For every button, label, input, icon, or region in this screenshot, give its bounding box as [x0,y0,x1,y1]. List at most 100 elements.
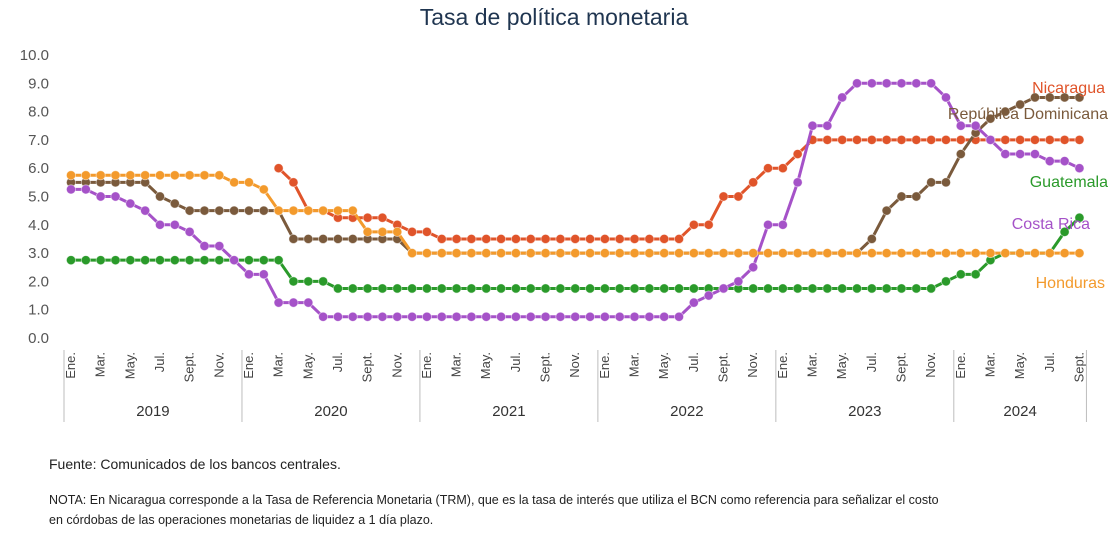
data-point [777,248,788,259]
data-point [421,248,432,259]
data-point [318,311,329,322]
data-point [822,134,833,145]
data-point [1015,248,1026,259]
data-point [763,163,774,174]
series-costa-rica [66,78,1085,322]
data-point [318,205,329,216]
data-point [110,255,121,266]
data-point [95,255,106,266]
data-point [585,248,596,259]
data-point [1044,156,1055,167]
data-point [199,205,210,216]
data-point [169,219,180,230]
series-label: Nicaragua [1032,80,1105,97]
data-point [110,191,121,202]
data-point [763,283,774,294]
data-point [881,134,892,145]
data-point [644,311,655,322]
data-point [421,226,432,237]
data-point [644,283,655,294]
data-point [243,255,254,266]
data-point [733,276,744,287]
data-point [585,233,596,244]
x-tick-label: Ene. [953,352,968,379]
data-point [1000,149,1011,160]
data-point [1074,248,1085,259]
data-point [154,191,165,202]
data-point [940,92,951,103]
data-point [496,233,507,244]
data-point [510,248,521,259]
data-point [451,248,462,259]
data-point [599,248,610,259]
data-point [703,290,714,301]
data-point [466,248,477,259]
x-tick-label: Sept. [182,352,197,382]
data-point [881,78,892,89]
data-point [496,311,507,322]
data-point [703,248,714,259]
data-point [718,283,729,294]
data-point [1059,92,1070,103]
x-tick-label: Ene. [241,352,256,379]
data-point [303,205,314,216]
data-point [169,255,180,266]
data-point [436,283,447,294]
x-tick-label: May. [300,352,315,379]
data-point [332,311,343,322]
data-point [377,212,388,223]
data-point [896,134,907,145]
x-tick-label: Nov. [389,352,404,378]
data-point [451,311,462,322]
data-point [555,283,566,294]
data-point [436,248,447,259]
y-tick-label: 3.0 [28,245,49,262]
x-tick-label: Mar. [271,352,286,377]
x-tick-label: Ene. [775,352,790,379]
data-point [332,205,343,216]
data-point [955,134,966,145]
data-point [940,248,951,259]
x-tick-label: Sept. [360,352,375,382]
x-tick-label: Ene. [63,352,78,379]
series-labels: Nicaragua República Dominicana Guatemala Co… [948,80,1108,292]
data-point [703,219,714,230]
data-point [436,233,447,244]
data-point [644,233,655,244]
line-chart: 0.0 1.0 2.0 3.0 4.0 5.0 6.0 7.0 8.0 9.0 10.0 Ene. Ma… [20,47,1108,422]
data-point [288,205,299,216]
data-point [407,226,418,237]
data-point [659,283,670,294]
x-tick-label: Ene. [419,352,434,379]
data-point [347,233,358,244]
x-tick-label: Nov. [567,352,582,378]
data-point [955,248,966,259]
data-point [955,269,966,280]
data-point [243,177,254,188]
data-point [985,113,996,124]
x-tick-label: Jul. [152,352,167,372]
x-tick-label: Jul. [864,352,879,372]
data-point [318,233,329,244]
data-point [659,248,670,259]
data-point [184,255,195,266]
y-tick-label: 4.0 [28,217,49,234]
data-point [866,78,877,89]
data-point [792,283,803,294]
data-point [1015,99,1026,110]
data-point [288,276,299,287]
data-point [822,248,833,259]
x-tick-label: Nov. [211,352,226,378]
data-point [140,255,151,266]
data-point [614,248,625,259]
data-point [851,134,862,145]
data-point [926,134,937,145]
data-point [95,170,106,181]
data-point [496,283,507,294]
data-point [970,269,981,280]
data-point [392,226,403,237]
y-tick-label: 5.0 [28,189,49,206]
data-point [407,248,418,259]
data-point [822,283,833,294]
data-point [733,248,744,259]
